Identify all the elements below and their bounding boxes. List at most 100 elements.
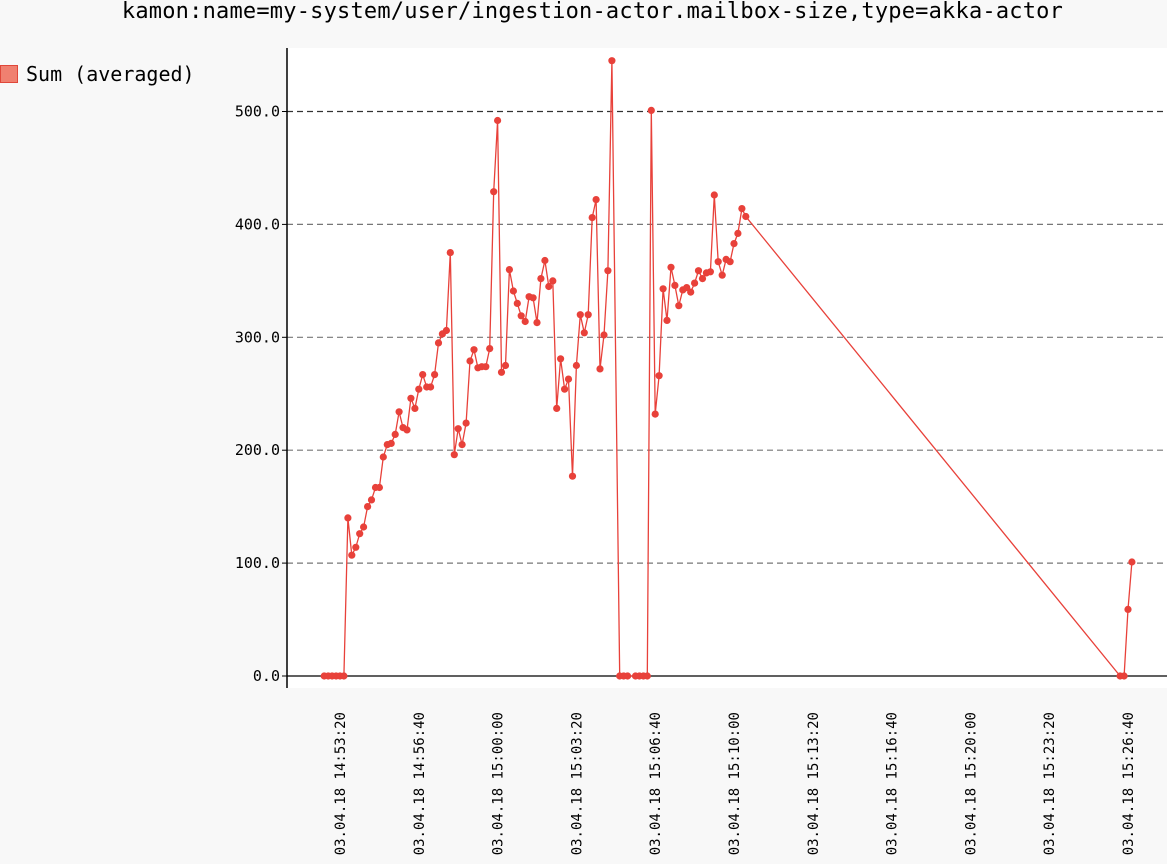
data-point [446,249,454,257]
data-point [572,361,581,370]
data-point [1124,605,1132,614]
data-point [706,268,715,276]
data-point [691,279,699,287]
data-point [698,275,707,283]
x-tick-label: 03.04.18 14:53:20 [333,712,349,855]
data-point [403,426,411,434]
data-point [1128,558,1136,566]
data-point [434,339,443,347]
x-tick-label: 03.04.18 15:00:00 [491,712,507,855]
x-tick-label: 03.04.18 15:06:40 [648,712,664,855]
data-point [486,345,494,353]
data-point [360,523,368,531]
data-point [608,57,616,65]
data-point [356,530,364,538]
plot-area [287,48,1167,688]
data-point [454,425,462,433]
data-point [580,329,588,337]
data-point [407,394,415,402]
data-point [533,319,541,327]
data-point [494,116,502,125]
data-point [588,214,596,222]
data-point [419,371,427,379]
data-point [1120,672,1128,680]
data-point [415,385,423,393]
legend-label: Sum (averaged) [26,62,195,86]
data-point [738,205,746,213]
data-point [411,404,419,412]
data-point [458,441,466,449]
data-point [509,287,517,295]
x-tick-label: 03.04.18 15:10:00 [727,712,743,855]
data-point [651,410,659,418]
data-point [730,240,738,248]
data-point [431,371,439,379]
data-point [553,404,561,412]
data-point [576,311,584,319]
data-point [340,672,348,680]
data-point [714,258,722,266]
data-point [482,363,490,371]
data-point [352,543,360,551]
data-point [742,212,750,221]
data-point [694,267,703,275]
x-tick-label: 03.04.18 14:56:40 [412,712,428,855]
data-point [687,288,695,296]
data-point [367,496,376,504]
data-point [497,368,506,376]
data-point [395,408,403,416]
data-point [604,267,612,275]
data-point [600,331,608,339]
y-tick-label: 200.0 [235,441,280,459]
y-tick-label: 400.0 [235,215,280,233]
data-point [442,326,450,335]
x-tick-label: 03.04.18 15:20:00 [963,712,979,855]
data-point [643,672,651,680]
data-point [655,372,663,380]
data-point [529,294,537,302]
data-point [659,285,667,293]
data-point [647,106,655,114]
data-point [561,385,569,393]
data-point [462,419,470,427]
data-point [501,361,510,370]
data-point [521,317,529,326]
data-point [584,311,592,319]
data-point [364,503,372,511]
data-point [348,551,356,559]
data-point [624,672,632,680]
data-point [667,263,675,271]
data-point [541,256,549,265]
legend-swatch [0,65,18,83]
data-point [427,383,435,391]
y-tick-label: 300.0 [235,328,280,346]
legend: Sum (averaged) [0,62,195,86]
x-tick-label: 03.04.18 15:26:40 [1121,712,1137,855]
data-point [545,282,553,291]
data-point [734,229,742,237]
data-point [537,275,545,283]
x-tick-label: 03.04.18 15:13:20 [806,712,822,855]
x-tick-label: 03.04.18 15:23:20 [1042,712,1058,855]
data-point [517,312,525,320]
data-point [675,302,683,310]
data-point [466,357,474,365]
data-point [564,375,573,383]
data-point [344,514,352,522]
y-tick-label: 500.0 [235,103,280,121]
data-point [379,453,387,461]
data-point [450,451,458,459]
data-point [726,258,734,266]
data-point [663,316,671,324]
data-point [718,271,726,279]
data-point [549,277,557,285]
y-tick-label: 100.0 [235,554,280,572]
data-point [710,191,718,199]
data-point [391,430,399,438]
data-point [568,472,577,480]
data-point [596,365,604,373]
data-point [513,299,521,307]
x-tick-label: 03.04.18 15:16:40 [885,712,901,855]
chart-title: kamon:name=my-system/user/ingestion-acto… [121,0,1064,24]
